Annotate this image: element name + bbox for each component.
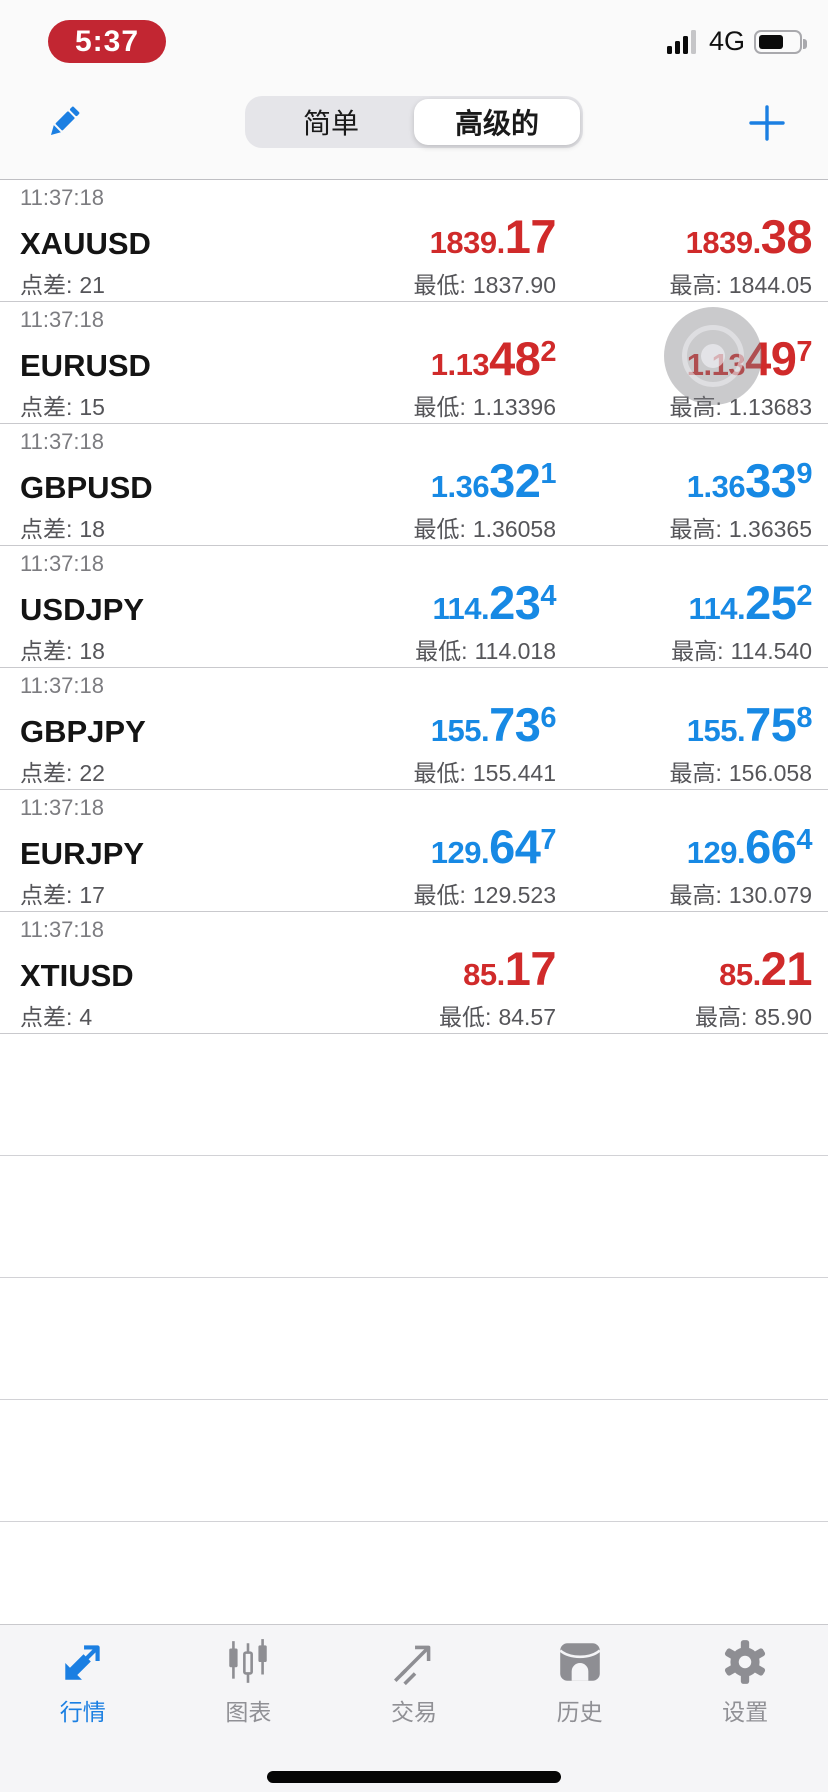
spread: 点差: 21: [20, 272, 105, 298]
network-type-label: 4G: [708, 26, 745, 56]
ask-price: 1.36339: [686, 454, 813, 507]
quote-time: 11:37:18: [20, 551, 105, 576]
quote-time: 11:37:18: [20, 917, 105, 942]
trade-arrow-icon: [387, 1635, 441, 1689]
empty-rows: [0, 1034, 828, 1522]
session-high: 最高: 114.540: [671, 638, 812, 664]
session-high: 最高: 85.90: [695, 1004, 812, 1030]
tab-trade[interactable]: 交易: [331, 1635, 497, 1727]
tab-history[interactable]: 历史: [497, 1635, 663, 1727]
ask-price: 85.21: [719, 942, 812, 995]
battery-icon: [754, 29, 807, 54]
tab-settings[interactable]: 设置: [662, 1635, 828, 1727]
session-high: 最高: 130.079: [669, 882, 812, 908]
plus-icon: [749, 105, 785, 141]
quote-row[interactable]: 11:37:18 USDJPY 114.234 114.252 点差: 18 最低…: [0, 546, 828, 668]
status-bar: 5:37 4G: [0, 0, 828, 88]
session-high: 最高: 1.13683: [669, 394, 812, 420]
bid-price: 1839.17: [429, 210, 557, 263]
ask-price: 155.758: [686, 698, 813, 751]
bid-price: 1.36321: [430, 454, 557, 507]
assistive-touch-button[interactable]: [664, 307, 762, 405]
session-low: 最低: 155.441: [413, 760, 556, 786]
quote-time: 11:37:18: [20, 429, 105, 454]
bid-price: 1.13482: [430, 332, 557, 385]
bid-price: 129.647: [430, 820, 557, 873]
quote-time: 11:37:18: [20, 307, 105, 332]
tab-bar: 行情 图表: [0, 1624, 828, 1792]
quote-time: 11:37:18: [20, 673, 105, 698]
recording-time-pill[interactable]: 5:37: [48, 20, 166, 63]
quote-symbol: GBPUSD: [20, 470, 153, 505]
candlestick-chart-icon: [221, 1635, 275, 1689]
session-low: 最低: 1837.90: [413, 272, 556, 298]
signal-bars-icon: [666, 29, 696, 54]
empty-row: [0, 1278, 828, 1400]
quote-symbol: USDJPY: [20, 592, 145, 627]
quote-symbol: XTIUSD: [20, 958, 134, 993]
edit-button[interactable]: [40, 100, 86, 146]
bid-price: 114.234: [432, 576, 556, 629]
segment-advanced[interactable]: 高级的: [414, 99, 580, 145]
session-high: 最高: 156.058: [669, 760, 812, 786]
empty-row: [0, 1400, 828, 1522]
status-right-cluster: 4G: [666, 26, 807, 57]
session-low: 最低: 114.018: [415, 638, 556, 664]
quote-symbol: XAUUSD: [20, 226, 151, 261]
empty-row: [0, 1156, 828, 1278]
quote-time: 11:37:18: [20, 795, 105, 820]
segment-simple[interactable]: 简单: [302, 108, 359, 139]
session-low: 最低: 1.36058: [413, 516, 556, 542]
ask-price: 114.252: [688, 576, 812, 629]
tab-charts[interactable]: 图表: [166, 1635, 332, 1727]
spread: 点差: 18: [20, 638, 105, 664]
quote-row[interactable]: 11:37:18 GBPJPY 155.736 155.758 点差: 22 最低…: [0, 668, 828, 790]
pencil-icon: [50, 106, 80, 136]
session-low: 最低: 84.57: [439, 1004, 556, 1030]
empty-row: [0, 1034, 828, 1156]
session-low: 最低: 129.523: [413, 882, 556, 908]
history-tray-icon: [553, 1635, 607, 1689]
spread: 点差: 15: [20, 394, 105, 420]
session-high: 最高: 1844.05: [669, 272, 812, 298]
ask-price: 129.664: [686, 820, 813, 873]
spread: 点差: 18: [20, 516, 105, 542]
add-symbol-button[interactable]: [744, 100, 790, 146]
view-mode-segmented-control: 简单 高级的: [245, 96, 583, 148]
quote-row[interactable]: 11:37:18 EURUSD 1.13482 1.13497 点差: 15 最低…: [0, 302, 828, 424]
toolbar: 简单 高级的: [0, 88, 828, 180]
session-low: 最低: 1.13396: [413, 394, 556, 420]
spread: 点差: 4: [20, 1004, 93, 1030]
status-time: 5:37: [74, 24, 140, 58]
quote-row[interactable]: 11:37:18 GBPUSD 1.36321 1.36339 点差: 18 最低…: [0, 424, 828, 546]
quote-symbol: EURUSD: [20, 348, 151, 383]
ask-price: 1839.38: [685, 210, 813, 263]
quote-row[interactable]: 11:37:18 XTIUSD 85.17 85.21 点差: 4 最低: 84.5…: [0, 912, 828, 1034]
bid-price: 85.17: [463, 942, 556, 995]
quote-row[interactable]: 11:37:18 EURJPY 129.647 129.664 点差: 17 最低…: [0, 790, 828, 912]
session-high: 最高: 1.36365: [669, 516, 812, 542]
spread: 点差: 22: [20, 760, 105, 786]
quotes-arrows-icon: [56, 1635, 110, 1689]
gear-icon: [718, 1635, 772, 1689]
tab-quotes[interactable]: 行情: [0, 1635, 166, 1727]
quote-symbol: EURJPY: [20, 836, 145, 871]
spread: 点差: 17: [20, 882, 105, 908]
bid-price: 155.736: [430, 698, 557, 751]
quote-symbol: GBPJPY: [20, 714, 146, 749]
quote-time: 11:37:18: [20, 185, 105, 210]
quote-row[interactable]: 11:37:18 XAUUSD 1839.17 1839.38 点差: 21 最低…: [0, 180, 828, 302]
home-indicator[interactable]: [267, 1771, 561, 1783]
